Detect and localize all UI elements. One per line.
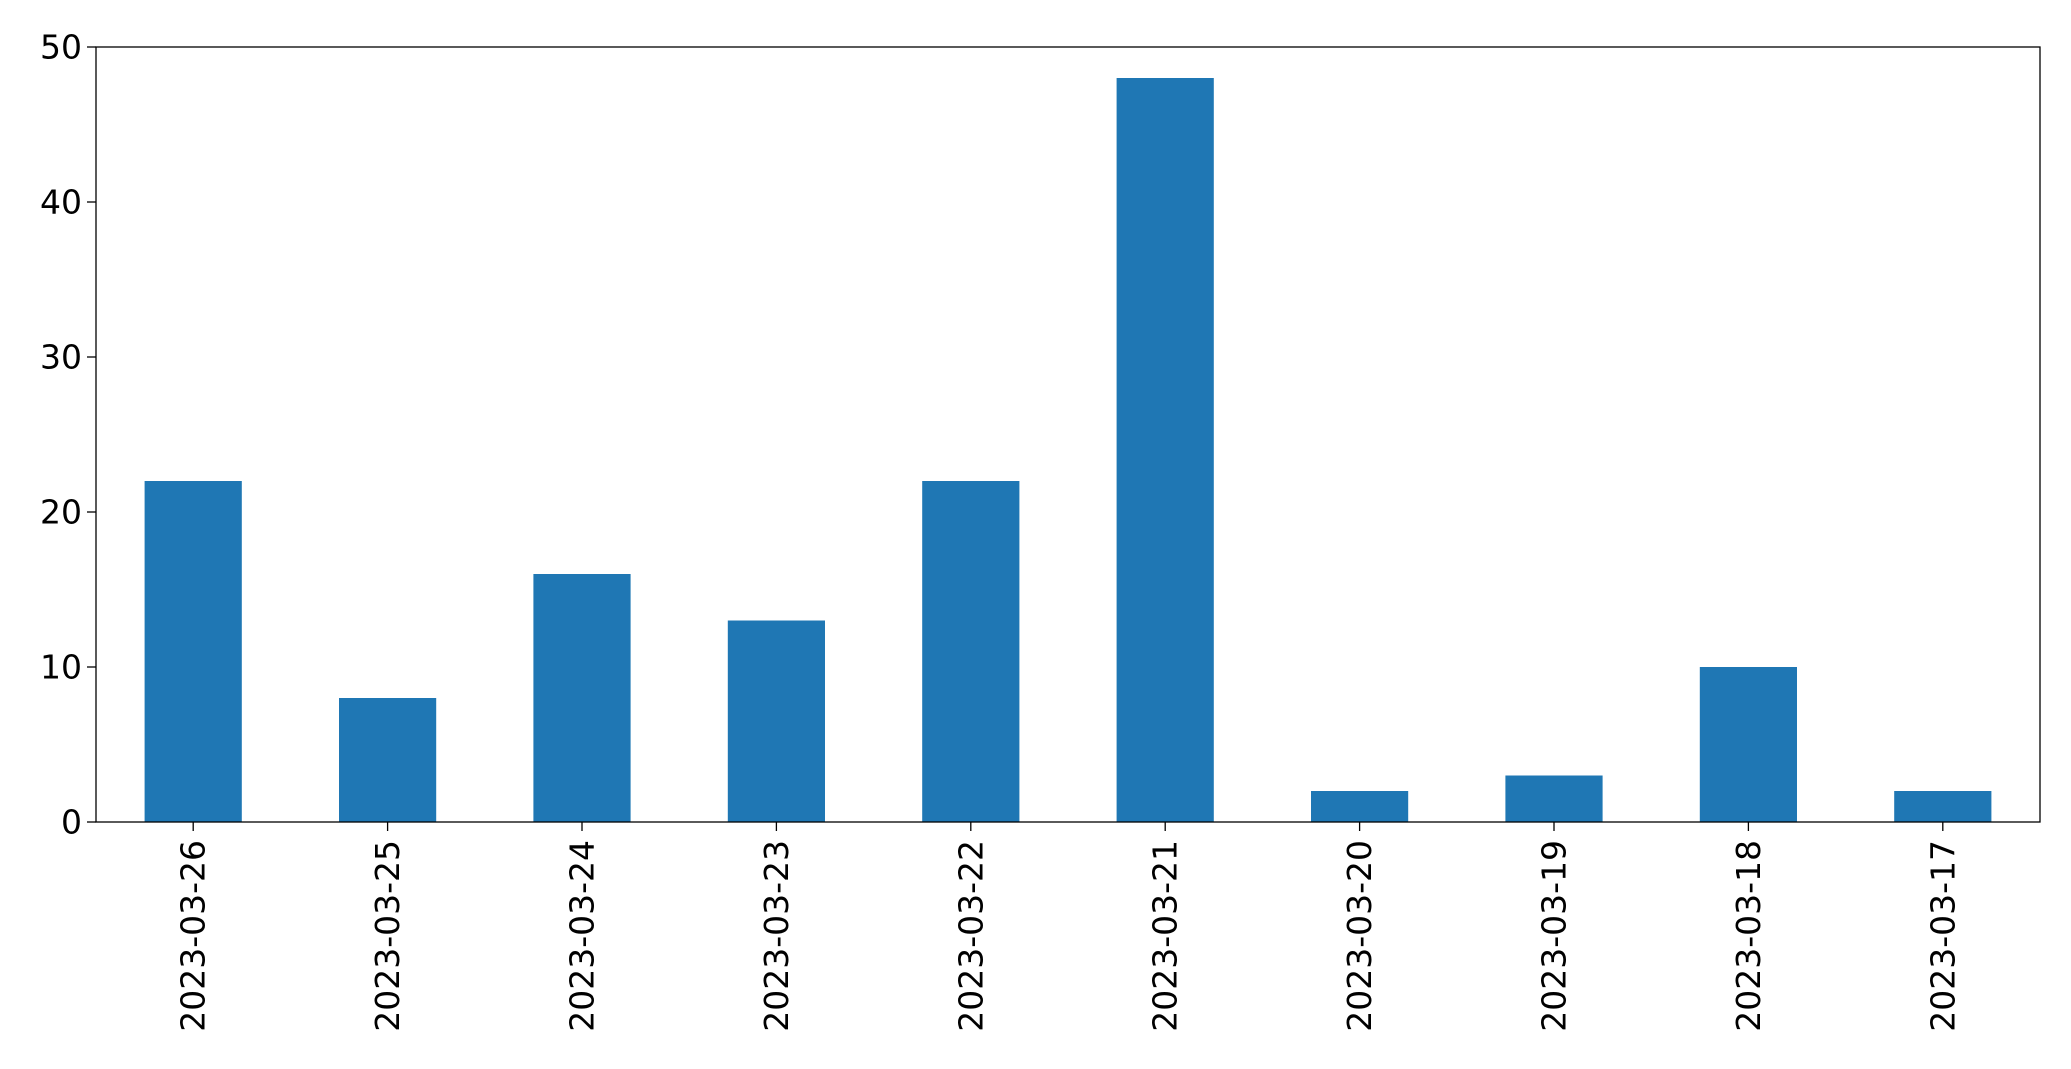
- x-tick-label: 2023-03-17: [1923, 840, 1962, 1032]
- y-tick-label: 10: [40, 648, 82, 687]
- x-tick-label: 2023-03-20: [1340, 840, 1379, 1032]
- y-tick-label: 40: [40, 183, 82, 222]
- bar-2023-03-17: [1894, 791, 1992, 822]
- bar-2023-03-21: [1116, 78, 1214, 822]
- bar-2023-03-20: [1311, 791, 1409, 822]
- x-axis: 2023-03-26 2023-03-25 2023-03-24 2023-03-23…: [174, 822, 1962, 1032]
- y-tick-label: 30: [40, 338, 82, 377]
- x-tick-label: 2023-03-24: [563, 840, 602, 1032]
- bar-2023-03-22: [922, 481, 1020, 822]
- bar-2023-03-23: [727, 620, 825, 822]
- x-tick-label: 2023-03-18: [1729, 840, 1768, 1032]
- plot-frame: [95, 46, 2041, 823]
- bar-2023-03-24: [533, 574, 631, 822]
- bar-2023-03-26: [144, 481, 242, 822]
- y-tick-label: 50: [40, 28, 82, 67]
- bar-2023-03-25: [339, 698, 437, 822]
- bar-2023-03-18: [1699, 667, 1797, 822]
- x-tick-label: 2023-03-25: [368, 840, 407, 1032]
- x-tick-label: 2023-03-21: [1146, 840, 1185, 1032]
- bar-group: [144, 78, 1992, 822]
- x-tick-label: 2023-03-19: [1535, 840, 1574, 1032]
- x-tick-label: 2023-03-26: [174, 840, 213, 1032]
- y-tick-label: 20: [40, 493, 82, 532]
- y-tick-label: 0: [61, 803, 82, 842]
- bar-2023-03-19: [1505, 775, 1603, 822]
- x-tick-label: 2023-03-22: [951, 840, 990, 1032]
- y-axis: 0 10 20 30 40 50: [40, 28, 96, 842]
- x-tick-label: 2023-03-23: [757, 840, 796, 1032]
